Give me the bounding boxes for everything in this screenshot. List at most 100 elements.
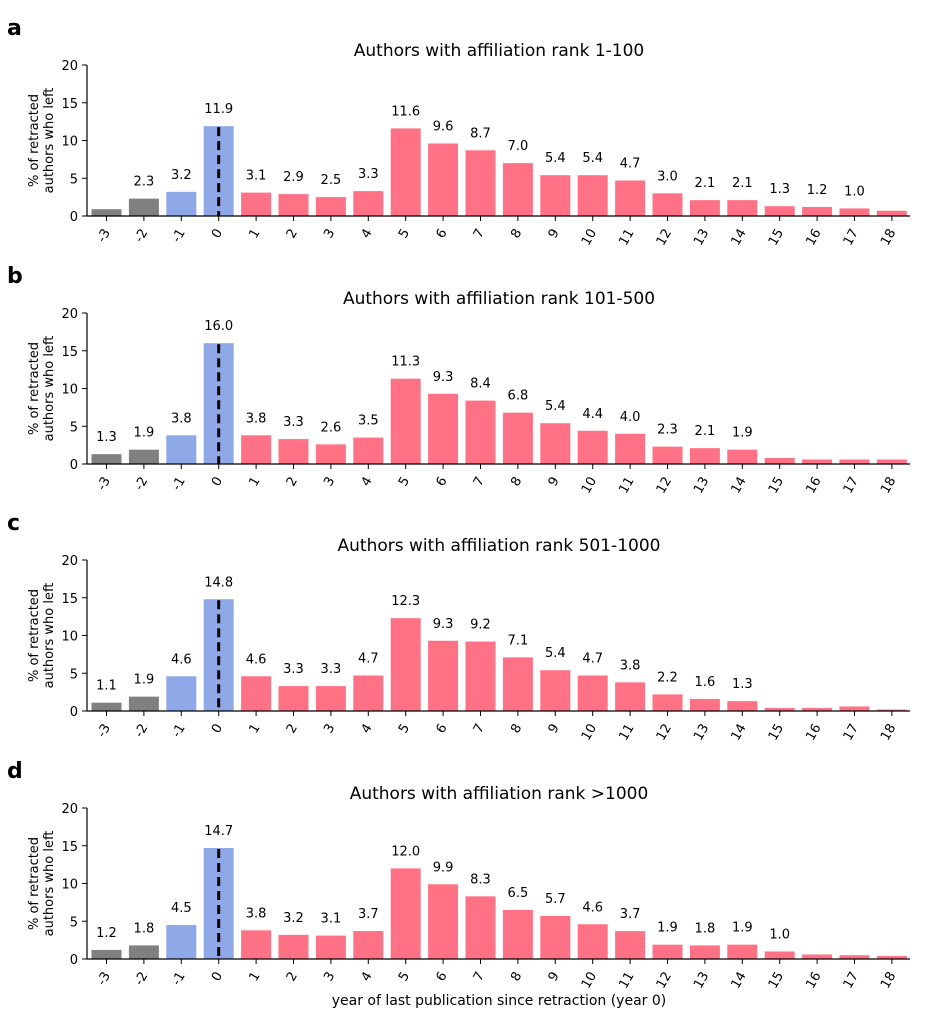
x-tick-label: 4	[359, 227, 376, 242]
y-axis-label: % of retractedauthors who left	[27, 583, 57, 689]
bar	[540, 915, 571, 959]
bar	[241, 192, 272, 216]
data-label: 9.3	[433, 370, 454, 385]
bar	[166, 191, 197, 216]
y-axis-label-line: authors who left	[42, 88, 57, 194]
x-tick-label: 13	[691, 227, 712, 249]
x-tick-label: 6	[433, 227, 450, 242]
data-label: 12.0	[391, 844, 420, 859]
x-tick-label: 0	[209, 722, 226, 737]
x-tick-label: 0	[209, 970, 226, 985]
x-tick-label: 8	[508, 475, 525, 490]
x-tick-label: -2	[132, 227, 151, 246]
bar	[502, 909, 533, 959]
data-label: 11.6	[391, 104, 420, 119]
x-tick-label: 5	[396, 722, 413, 737]
x-tick-label: 2	[284, 722, 301, 737]
bar	[128, 449, 159, 464]
bar	[764, 707, 795, 711]
bar	[353, 675, 384, 711]
data-label: 2.1	[732, 176, 753, 191]
data-label: 2.3	[134, 175, 155, 190]
x-tick-label: -2	[132, 970, 151, 989]
bar	[802, 459, 833, 464]
bar	[577, 430, 608, 464]
x-tick-label: 0	[209, 227, 226, 242]
x-tick-label: 9	[546, 722, 563, 737]
data-label: 2.9	[283, 170, 304, 185]
y-axis-label-line: authors who left	[42, 831, 57, 937]
bar	[278, 686, 309, 711]
y-tick-label: 20	[61, 59, 78, 74]
x-tick-label: 11	[616, 227, 637, 249]
data-label: 3.7	[620, 907, 641, 922]
data-label: 7.0	[508, 139, 529, 154]
data-label: 4.6	[246, 652, 267, 667]
data-label: 1.2	[807, 183, 828, 198]
bar	[615, 682, 646, 711]
x-tick-label: -2	[132, 475, 151, 494]
y-axis-label-line: % of retracted	[27, 342, 42, 435]
data-label: 1.8	[134, 921, 155, 936]
bar	[577, 924, 608, 959]
x-tick-label: 4	[359, 970, 376, 985]
bar	[577, 175, 608, 216]
data-label: 3.8	[246, 906, 267, 921]
x-tick-label: 11	[616, 722, 637, 744]
bar	[502, 412, 533, 464]
y-tick-label: 0	[70, 210, 78, 225]
bar	[128, 198, 159, 216]
bar	[241, 676, 272, 711]
bar	[390, 378, 421, 464]
x-tick-label: 12	[654, 227, 675, 249]
data-label: 8.4	[470, 377, 491, 392]
bar	[428, 640, 459, 711]
bar	[465, 400, 496, 464]
bar	[91, 209, 122, 216]
bar	[876, 210, 907, 216]
bar	[166, 676, 197, 711]
bar	[540, 670, 571, 711]
data-label: 3.3	[283, 662, 304, 677]
bar	[876, 955, 907, 959]
data-label: 1.1	[96, 679, 117, 694]
x-tick-label: 17	[841, 475, 862, 497]
y-axis-label: % of retractedauthors who left	[27, 336, 57, 442]
bar	[727, 944, 758, 959]
x-tick-label: 1	[246, 970, 263, 985]
x-tick-label: 3	[321, 970, 338, 985]
data-label: 2.2	[657, 670, 678, 685]
x-tick-label: 10	[579, 970, 600, 992]
x-tick-label: 11	[616, 475, 637, 497]
bar	[727, 200, 758, 216]
data-label: 9.3	[433, 617, 454, 632]
y-tick-label: 10	[61, 630, 78, 645]
x-tick-label: 10	[579, 722, 600, 744]
data-label: 14.7	[204, 824, 233, 839]
data-label: 3.0	[657, 169, 678, 184]
y-tick-label: 10	[61, 878, 78, 893]
bar	[802, 206, 833, 216]
x-tick-label: 4	[359, 475, 376, 490]
y-tick-label: 15	[61, 840, 78, 855]
bar	[128, 945, 159, 959]
x-tick-label: 10	[579, 227, 600, 249]
bar	[540, 423, 571, 464]
chart-panel-c: c Authors with affiliation rank 501-1000%…	[7, 511, 910, 743]
bar	[577, 675, 608, 711]
x-tick-label: 1	[246, 475, 263, 490]
bar	[166, 925, 197, 959]
data-label: 4.5	[171, 901, 192, 916]
bar	[428, 143, 459, 216]
y-tick-label: 0	[70, 953, 78, 968]
x-tick-label: 9	[546, 475, 563, 490]
y-axis-label: % of retractedauthors who left	[27, 831, 57, 937]
data-label: 2.6	[321, 420, 342, 435]
y-tick-label: 5	[70, 172, 78, 187]
bar	[689, 945, 720, 959]
y-tick-label: 20	[61, 802, 78, 817]
data-label: 1.0	[844, 184, 865, 199]
data-label: 4.7	[620, 157, 641, 172]
x-tick-label: 12	[654, 475, 675, 497]
data-label: 2.3	[657, 423, 678, 438]
